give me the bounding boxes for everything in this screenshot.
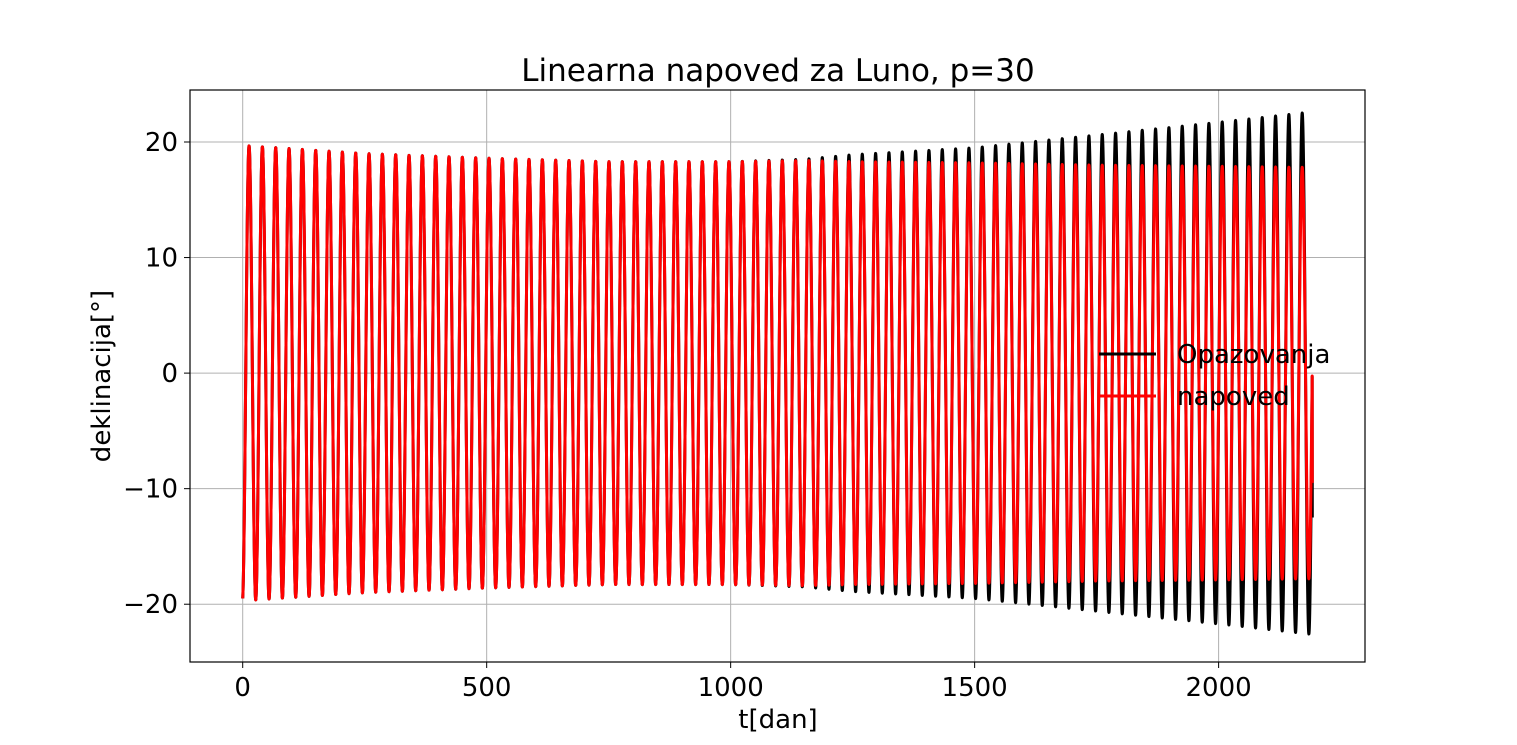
plot-frame	[189, 89, 1366, 663]
y-tick-label: 20	[145, 128, 178, 158]
y-axis-label: deklinacija[°]	[87, 290, 117, 462]
y-tick-label: 0	[161, 359, 178, 389]
x-tick-label: 1500	[942, 673, 1008, 703]
x-tick-label: 0	[234, 673, 251, 703]
y-axis-ticks: −20 −10 0 10 20	[123, 128, 190, 620]
x-tick-label: 2000	[1186, 673, 1252, 703]
legend-label-1: napoved	[1177, 382, 1290, 412]
x-axis-ticks: 0 500 1000 1500 2000	[234, 662, 1252, 703]
legend: Opazovanja napoved	[1099, 340, 1330, 412]
x-axis-label: t[dan]	[738, 705, 817, 735]
x-tick-label: 500	[462, 673, 512, 703]
x-tick-label: 1000	[698, 673, 764, 703]
y-tick-label: −10	[123, 475, 178, 505]
y-tick-label: −20	[123, 590, 178, 620]
legend-label-0: Opazovanja	[1177, 340, 1330, 370]
chart-title: Linearna napoved za Luno, p=30	[521, 53, 1034, 89]
series-line-1	[241, 144, 1314, 602]
series-group	[241, 111, 1314, 636]
y-tick-label: 10	[145, 244, 178, 274]
